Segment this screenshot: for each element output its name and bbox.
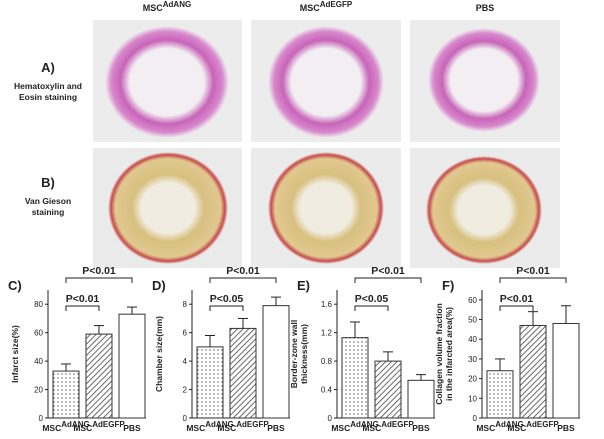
significance-label: P<0.01 — [226, 265, 260, 277]
tissue — [268, 152, 384, 264]
y-axis-label: Chamber size(mm) — [154, 316, 164, 392]
bar — [519, 324, 547, 419]
y-tick-label: 40 — [34, 357, 43, 366]
x-tick-label: PBS — [267, 423, 285, 433]
y-tick-label: 60 — [468, 296, 477, 305]
significance-bracket — [65, 305, 100, 311]
tissue — [108, 152, 228, 264]
panel-label: A) — [41, 60, 55, 75]
y-tick-label: 2 — [183, 386, 188, 395]
y-tick-label: 10 — [468, 394, 477, 403]
significance-bracket — [209, 277, 277, 283]
y-tick-label: 0.4 — [321, 386, 333, 395]
y-tick-label: 0 — [328, 414, 333, 423]
row-label: Van Gieson — [25, 196, 71, 206]
x-tick-label: MSCAdEGFP — [362, 420, 414, 433]
y-tick-label: 0.8 — [321, 357, 333, 366]
bar — [262, 305, 290, 419]
y-tick-label: 40 — [468, 335, 477, 344]
significance-label: P<0.01 — [371, 265, 405, 277]
y-tick-label: 60 — [34, 329, 43, 338]
significance-label: P<0.01 — [516, 265, 550, 277]
bar — [118, 313, 146, 419]
y-tick-label: 20 — [34, 386, 43, 395]
y-tick-label: 80 — [34, 300, 43, 309]
significance-bracket — [209, 305, 244, 311]
y-tick-label: 20 — [468, 375, 477, 384]
y-axis-label: Collagen volume fraction — [434, 303, 444, 405]
panel-label: C) — [8, 278, 22, 293]
panel-label: D) — [152, 278, 166, 293]
y-tick-label: 6 — [183, 329, 188, 338]
x-tick-label: MSCAdANG — [476, 420, 523, 433]
y-tick-label: 0 — [473, 414, 478, 423]
x-tick-label: MSCAdEGFP — [73, 420, 125, 433]
panel-label: E) — [297, 278, 310, 293]
significance-bracket — [354, 305, 389, 311]
bar — [229, 327, 257, 419]
y-tick-label: 1.2 — [321, 329, 333, 338]
bar — [374, 360, 402, 419]
tissue — [105, 26, 229, 138]
column-header: MSCAdEGFP — [300, 0, 353, 13]
x-tick-label: MSCAdANG — [42, 420, 89, 433]
y-tick-label: 30 — [468, 355, 477, 364]
y-tick-label: 1.6 — [321, 300, 333, 309]
bar — [341, 337, 369, 419]
bar — [52, 370, 80, 419]
x-tick-label: PBS — [123, 423, 141, 433]
row-label: Eosin staining — [19, 92, 77, 102]
panel-label: B) — [41, 175, 55, 190]
tissue — [268, 26, 384, 138]
tissue — [426, 156, 542, 264]
y-axis-label: Border-zone wall — [289, 320, 299, 388]
bar — [486, 370, 514, 419]
column-header: PBS — [476, 3, 495, 13]
y-axis-label: in the infarcted area(%) — [444, 307, 454, 401]
significance-label: P<0.01 — [66, 293, 100, 305]
significance-label: P<0.01 — [82, 265, 116, 277]
histology-images — [93, 20, 560, 268]
bar — [196, 346, 224, 419]
x-tick-label: PBS — [412, 423, 430, 433]
x-tick-label: MSCAdANG — [186, 420, 233, 433]
significance-bracket — [499, 305, 534, 311]
x-tick-label: MSCAdEGFP — [507, 420, 559, 433]
y-tick-label: 4 — [183, 357, 188, 366]
x-tick-label: MSCAdEGFP — [217, 420, 269, 433]
significance-bracket — [65, 277, 133, 283]
y-axis-label: Infarct size(%) — [10, 325, 20, 383]
y-tick-label: 0 — [183, 414, 188, 423]
y-tick-label: 8 — [183, 300, 188, 309]
significance-bracket — [499, 277, 567, 283]
panel-label: F) — [442, 278, 454, 293]
column-header: MSCAdANG — [143, 0, 191, 13]
bar — [552, 322, 580, 419]
x-tick-label: MSCAdANG — [331, 420, 378, 433]
y-tick-label: 0 — [39, 414, 44, 423]
significance-bracket — [354, 277, 422, 283]
bar — [85, 333, 113, 419]
significance-label: P<0.05 — [210, 293, 244, 305]
y-tick-label: 50 — [468, 316, 477, 325]
tissue — [428, 28, 540, 132]
row-label: staining — [32, 207, 65, 217]
y-axis-label: thickness(mm) — [299, 324, 309, 384]
row-label: Hematoxylin and — [14, 81, 82, 91]
significance-label: P<0.01 — [500, 293, 534, 305]
x-tick-label: PBS — [557, 423, 575, 433]
significance-label: P<0.05 — [355, 293, 389, 305]
bar — [407, 379, 435, 419]
